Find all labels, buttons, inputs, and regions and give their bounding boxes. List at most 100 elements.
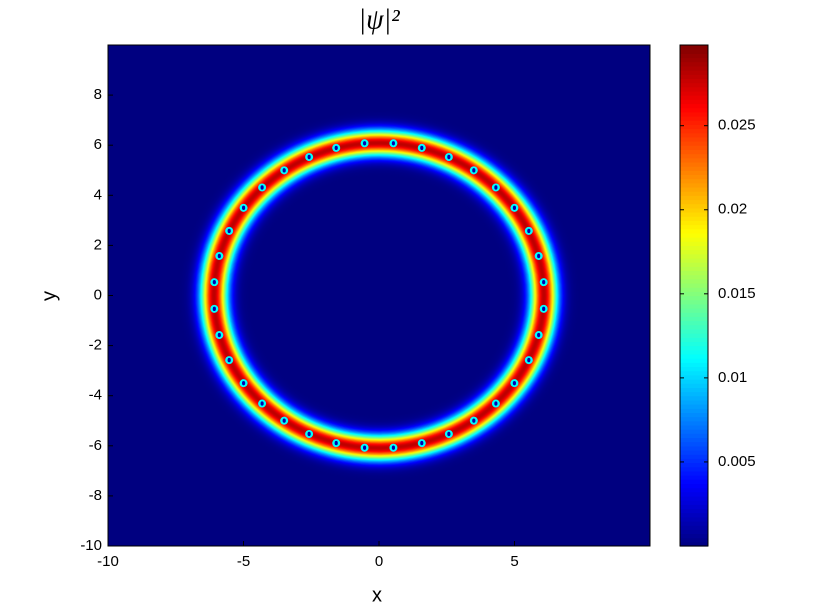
ring-band xyxy=(208,138,550,453)
vortex-core xyxy=(260,401,264,406)
ring-band xyxy=(208,137,550,454)
x-tick-label: 0 xyxy=(375,553,383,570)
colorbar-cell xyxy=(680,487,708,493)
ring-band xyxy=(232,160,526,431)
colorbar-cell xyxy=(680,512,708,518)
ring-band xyxy=(213,142,545,449)
colorbar-cell xyxy=(680,153,708,159)
ring-band xyxy=(205,135,553,456)
ring-band xyxy=(182,114,576,477)
colorbar-cell xyxy=(680,212,708,217)
y-tick-label: -10 xyxy=(80,537,102,554)
colorbar-cell xyxy=(680,358,708,363)
ring-band xyxy=(193,123,565,468)
colorbar-cell xyxy=(680,82,708,88)
vortex-core xyxy=(241,205,246,211)
colorbar-cell xyxy=(680,224,708,230)
colorbar-tick-label: 0.025 xyxy=(718,117,756,134)
ring-band xyxy=(190,120,568,471)
colorbar-cell xyxy=(680,345,708,351)
ring-band xyxy=(188,119,570,472)
colorbar-cell xyxy=(680,90,708,96)
ring-band xyxy=(230,158,528,433)
colorbar-cell xyxy=(680,429,708,434)
y-tick-label: 4 xyxy=(94,186,102,203)
colorbar-cell xyxy=(680,103,708,109)
y-tick-label: 2 xyxy=(94,236,102,253)
colorbar-cell xyxy=(680,111,708,117)
vortex-core xyxy=(494,185,498,190)
colorbar-cell xyxy=(680,328,708,334)
ring-band xyxy=(195,126,563,465)
colorbar-cell xyxy=(680,53,708,59)
ring-band xyxy=(214,143,544,448)
ring-band xyxy=(180,111,578,480)
ring-band xyxy=(225,154,533,437)
colorbar-cell xyxy=(680,195,708,201)
colorbar-cell xyxy=(680,479,708,484)
ring-band xyxy=(215,144,543,447)
x-tick-label: -5 xyxy=(237,553,250,570)
ring-band xyxy=(229,157,529,434)
ring-band xyxy=(194,124,564,467)
colorbar-cell xyxy=(680,237,708,242)
ring-band xyxy=(212,141,546,450)
vortex-core xyxy=(282,418,286,423)
colorbar-cell xyxy=(680,132,708,138)
colorbar-cell xyxy=(680,278,708,284)
colorbar-cell xyxy=(680,249,708,255)
colorbar-cell xyxy=(680,353,708,359)
colorbar-cell xyxy=(680,282,708,288)
colorbar-cell xyxy=(680,408,708,413)
ring-band xyxy=(198,128,560,463)
ring-band xyxy=(236,163,522,428)
colorbar-cell xyxy=(680,312,708,317)
ring-band xyxy=(243,169,515,422)
colorbar-cell xyxy=(680,537,708,543)
y-tick-label: -8 xyxy=(89,487,102,504)
colorbar-cell xyxy=(680,337,708,343)
colorbar-cell xyxy=(680,320,708,326)
colorbar-cell xyxy=(680,449,708,455)
vortex-core xyxy=(212,279,216,285)
ring-band xyxy=(181,112,577,479)
ring-band xyxy=(226,154,532,437)
colorbar-cell xyxy=(680,441,708,447)
ring-band xyxy=(192,123,566,468)
ring-band xyxy=(224,152,534,439)
colorbar-cell xyxy=(680,174,708,180)
colorbar-cell xyxy=(680,387,708,393)
ring-band xyxy=(186,117,572,474)
ring-band xyxy=(247,173,511,418)
colorbar-cell xyxy=(680,520,708,526)
vortex-core xyxy=(537,253,541,259)
ring-band xyxy=(200,130,558,461)
colorbar-cell xyxy=(680,416,708,422)
ring-band xyxy=(251,177,507,414)
vortex-core xyxy=(512,205,517,211)
colorbar-cell xyxy=(680,124,708,130)
vortex-core xyxy=(307,154,311,160)
colorbar-cell xyxy=(680,253,708,259)
colorbar-cell xyxy=(680,203,708,209)
ring-band xyxy=(225,153,533,438)
colorbar-cell xyxy=(680,120,708,125)
colorbar-cell xyxy=(680,454,708,459)
ring-band xyxy=(243,170,515,421)
ring-band xyxy=(212,141,546,450)
vortex-core xyxy=(542,279,546,285)
colorbar-cell xyxy=(680,374,708,380)
vortex-core xyxy=(420,145,424,151)
vortex-core xyxy=(494,401,498,406)
colorbar-tick-label: 0.015 xyxy=(718,285,756,302)
colorbar-cell xyxy=(680,437,708,443)
colorbar-cell xyxy=(680,341,708,347)
colorbar-cell xyxy=(680,274,708,280)
ring-band xyxy=(240,167,518,424)
colorbar-cell xyxy=(680,516,708,522)
colorbar-cell xyxy=(680,383,708,388)
colorbar-cell xyxy=(680,412,708,418)
colorbar-cell xyxy=(680,508,708,514)
colorbar-cell xyxy=(680,366,708,372)
ring-band xyxy=(197,127,561,464)
